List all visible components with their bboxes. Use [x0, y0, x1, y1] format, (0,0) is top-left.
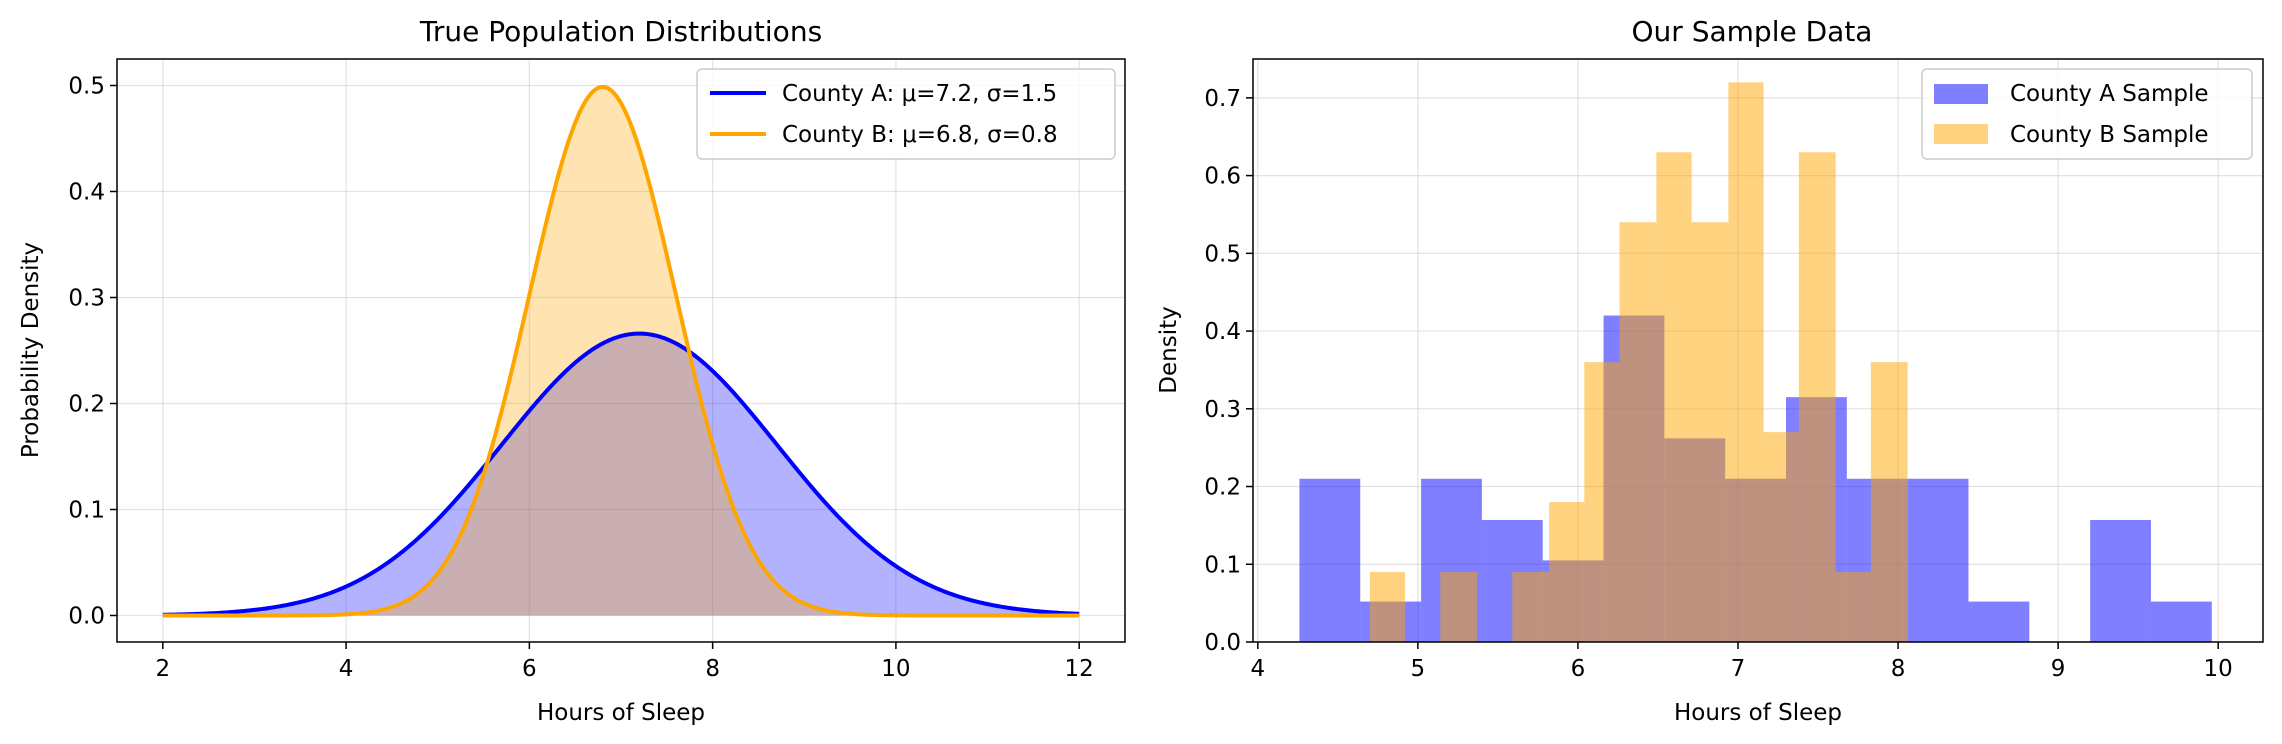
x-axis-label: Hours of Sleep [537, 700, 705, 726]
density-line-county-a [162, 331, 1080, 617]
x-tick-label: 7 [1731, 656, 1746, 682]
y-tick-label: 0.5 [1204, 241, 1241, 267]
histogram-bar-county-b [1798, 152, 1836, 642]
y-axis-label: Density [1156, 306, 1182, 393]
x-tick-label: 4 [1250, 656, 1265, 682]
y-axis-ticks: 0.0 0.1 0.2 0.3 0.4 0.5 0.6 0.7 [1204, 86, 1253, 656]
x-tick-label: 6 [522, 656, 537, 682]
histogram-bar-county-b [1835, 572, 1871, 642]
density-lines [162, 84, 1080, 618]
histogram-chart-panel: Our Sample Data 4 5 6 7 8 9 10 0.0 0.1 0.2 0.3 0.4… [1156, 15, 2264, 726]
histogram-bar-county-a [1299, 478, 1361, 642]
histogram-bar-county-a [1968, 601, 2030, 642]
y-tick-label: 0.0 [1204, 630, 1241, 656]
y-tick-label: 0.1 [1204, 552, 1241, 578]
legend-box [696, 68, 1116, 160]
y-tick-label: 0.2 [68, 392, 105, 418]
legend: County A Sample County B Sample [1921, 68, 2253, 160]
x-tick-label: 8 [1891, 656, 1906, 682]
x-axis-ticks: 4 5 6 7 8 9 10 [1250, 642, 2233, 682]
legend-swatch-county-a [1934, 84, 1988, 104]
density-line-county-b [162, 84, 1080, 618]
histogram-bar-county-b [1763, 432, 1799, 642]
legend-label-county-a: County A: μ=7.2, σ=1.5 [782, 81, 1057, 107]
x-axis-ticks: 2 4 6 8 10 12 [155, 642, 1094, 682]
legend-label-county-b: County B Sample [2010, 122, 2209, 148]
x-tick-label: 2 [155, 656, 170, 682]
histogram-bar-county-b [1584, 362, 1620, 642]
x-tick-label: 8 [705, 656, 720, 682]
y-tick-label: 0.5 [68, 74, 105, 100]
x-tick-label: 10 [2204, 656, 2233, 682]
x-tick-label: 9 [2051, 656, 2066, 682]
y-tick-label: 0.6 [1204, 164, 1241, 190]
legend: County A: μ=7.2, σ=1.5 County B: μ=6.8, … [696, 68, 1116, 160]
y-tick-label: 0.4 [1204, 319, 1241, 345]
area-fill-county-b [162, 86, 1080, 616]
y-axis-label: Probability Density [18, 242, 44, 458]
legend-box [1921, 68, 2253, 160]
area-fills [162, 86, 1080, 616]
histogram-bars-county-b [1369, 82, 1908, 643]
x-axis-label: Hours of Sleep [1674, 700, 1842, 726]
legend-label-county-b: County B: μ=6.8, σ=0.8 [782, 122, 1058, 148]
x-tick-label: 10 [881, 656, 910, 682]
y-tick-label: 0.2 [1204, 475, 1241, 501]
x-tick-label: 6 [1571, 656, 1586, 682]
x-tick-label: 12 [1065, 656, 1094, 682]
legend-swatch-county-b [1934, 124, 1988, 144]
chart-title: Our Sample Data [1632, 15, 1873, 48]
plot-frame [1252, 58, 2264, 643]
histogram-bar-county-b [1619, 222, 1657, 643]
chart-title: True Population Distributions [419, 15, 822, 48]
density-chart-panel: True Population Distributions 2 4 6 8 10 12 0… [18, 15, 1126, 726]
y-tick-label: 0.3 [68, 286, 105, 312]
histogram-bar-county-b [1549, 502, 1585, 642]
y-tick-label: 0.7 [1204, 86, 1241, 112]
histogram-bar-county-b [1870, 362, 1908, 642]
histogram-bar-county-b [1440, 572, 1478, 642]
histogram-bar-county-b [1512, 572, 1550, 642]
x-tick-label: 5 [1411, 656, 1426, 682]
y-tick-label: 0.1 [68, 498, 105, 524]
histogram-bar-county-b [1728, 82, 1764, 642]
histogram-bar-county-b [1656, 152, 1692, 642]
plot-frame [116, 58, 1126, 643]
y-tick-label: 0.4 [68, 180, 105, 206]
area-fill-county-a [162, 333, 1080, 616]
histogram-bar-county-b [1369, 572, 1406, 642]
y-tick-label: 0.3 [1204, 397, 1241, 423]
histogram-bar-county-b [1691, 222, 1729, 643]
legend-label-county-a: County A Sample [2010, 81, 2209, 107]
y-axis-ticks: 0.0 0.1 0.2 0.3 0.4 0.5 [68, 74, 117, 630]
histogram-bar-county-a [2150, 601, 2212, 642]
x-tick-label: 4 [339, 656, 354, 682]
histogram-bar-county-a [1907, 478, 1969, 642]
histogram-bar-county-a [2090, 519, 2151, 642]
y-tick-label: 0.0 [68, 604, 105, 630]
